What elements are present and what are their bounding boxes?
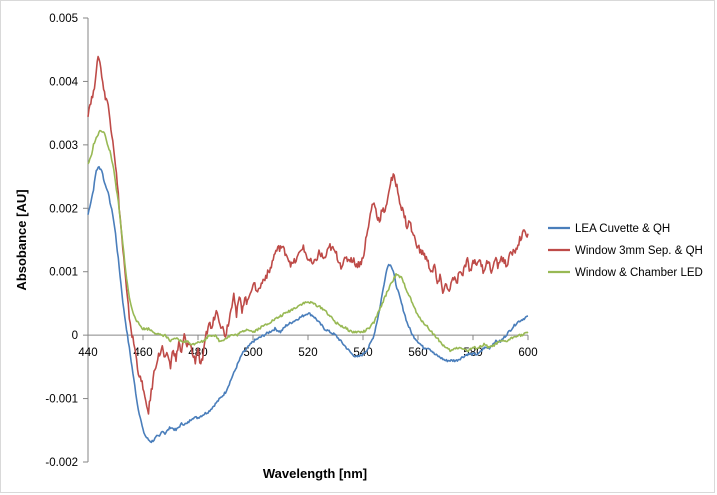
y-tick-label: 0.004 (49, 76, 78, 88)
x-tick-label: 600 (518, 347, 537, 359)
x-tick-label: 520 (298, 347, 317, 359)
y-tick-label: 0.005 (49, 13, 78, 25)
series-lines (87, 55, 529, 444)
y-tick-label: -0.002 (45, 457, 78, 469)
legend-label: Window 3mm Sep. & QH (575, 245, 703, 257)
legend-label: Window & Chamber LED (575, 267, 703, 279)
y-tick-label: 0.002 (49, 203, 78, 215)
legend-label: LEA Cuvette & QH (575, 223, 670, 235)
y-axis-title: Absobance [AU] (14, 189, 29, 290)
y-tick-label: 0.003 (49, 140, 78, 152)
y-tick-label: -0.001 (45, 394, 78, 406)
series-line (87, 55, 529, 415)
y-axis: -0.002 -0.001 0 0.001 0.002 0.003 0.004 0.005 (45, 13, 89, 469)
x-tick-label: 440 (78, 347, 97, 359)
series-line (87, 129, 529, 353)
x-axis-title: Wavelength [nm] (263, 466, 367, 481)
y-tick-label: 0 (72, 330, 78, 342)
x-tick-label: 560 (408, 347, 427, 359)
x-tick-label: 500 (243, 347, 262, 359)
series-line (87, 165, 529, 444)
x-axis: 440 460 480 500 520 540 560 580 600 (78, 334, 538, 359)
legend: LEA Cuvette & QH Window 3mm Sep. & QH Wind… (548, 223, 703, 279)
y-tick-label: 0.001 (49, 267, 78, 279)
x-tick-label: 460 (133, 347, 152, 359)
